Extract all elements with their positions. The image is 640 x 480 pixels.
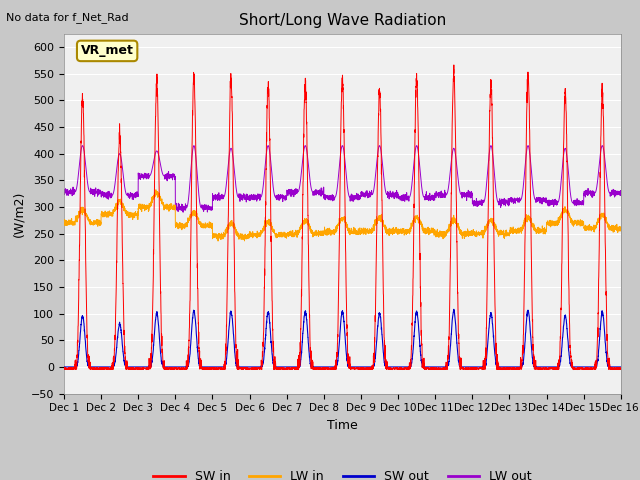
Text: VR_met: VR_met: [81, 44, 134, 58]
X-axis label: Time: Time: [327, 419, 358, 432]
Legend: SW in, LW in, SW out, LW out: SW in, LW in, SW out, LW out: [148, 465, 536, 480]
Y-axis label: (W/m2): (W/m2): [12, 191, 26, 237]
Text: No data for f_Net_Rad: No data for f_Net_Rad: [6, 12, 129, 23]
Title: Short/Long Wave Radiation: Short/Long Wave Radiation: [239, 13, 446, 28]
